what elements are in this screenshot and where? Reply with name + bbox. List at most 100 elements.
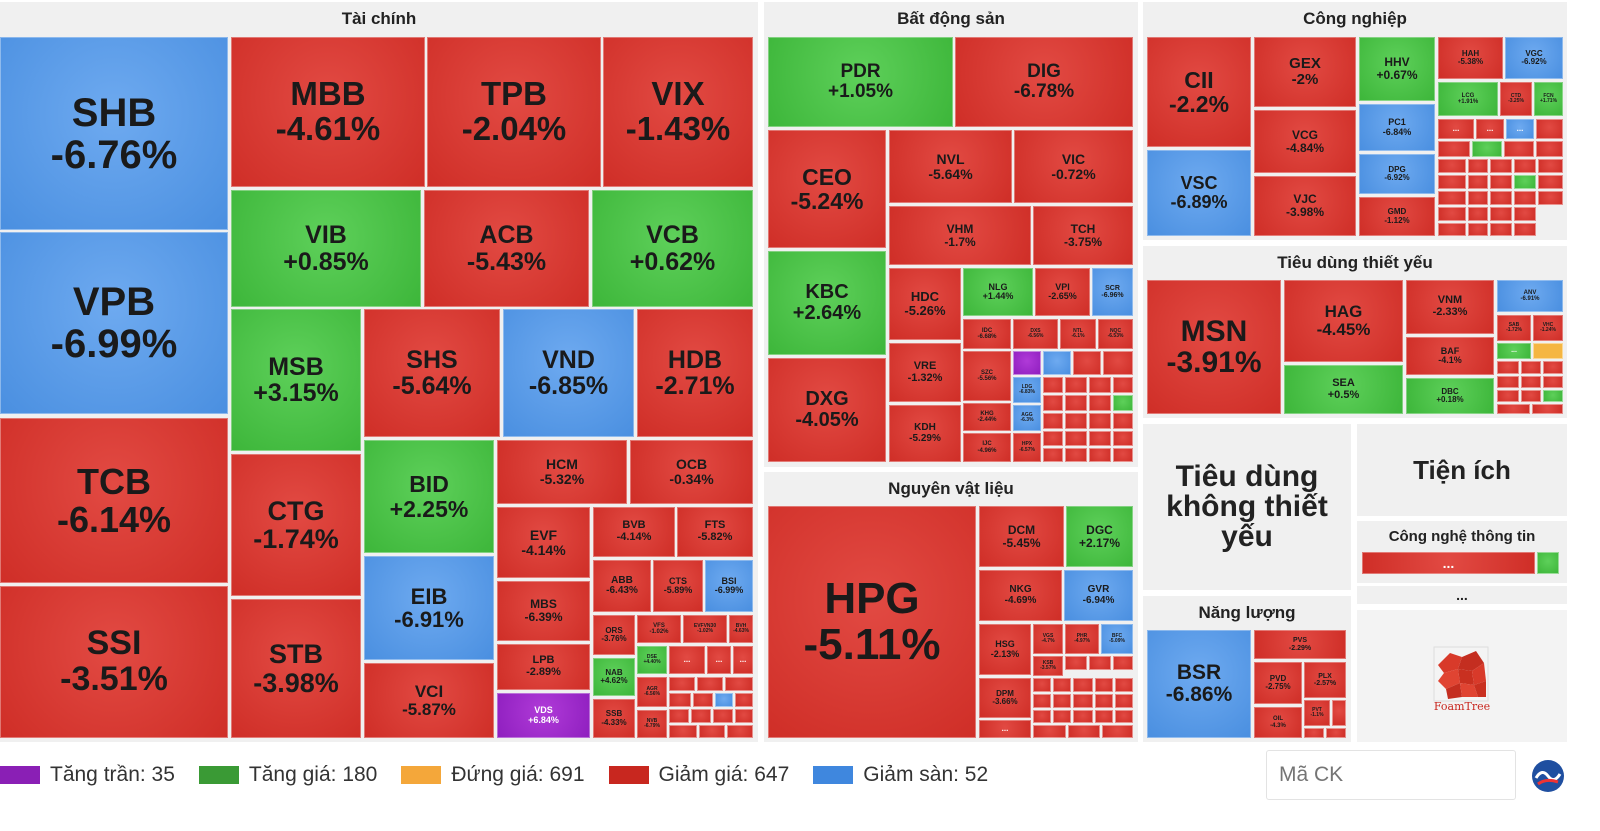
stock-tile-ntl[interactable]: NTL -6.1% bbox=[1060, 319, 1096, 349]
mini-tile[interactable] bbox=[1043, 431, 1063, 446]
stock-tile-gmd[interactable]: GMD -1.12% bbox=[1359, 197, 1435, 236]
mini-tile[interactable] bbox=[1504, 141, 1534, 157]
stock-tile-hdc[interactable]: HDC -5.26% bbox=[889, 268, 961, 340]
stock-tile-tcb[interactable]: TCB -6.14% bbox=[0, 418, 228, 583]
stock-tile-ksb[interactable]: KSB -3.57% bbox=[1033, 656, 1063, 676]
mini-tile[interactable] bbox=[1115, 694, 1133, 708]
stock-tile-hsg[interactable]: HSG -2.13% bbox=[979, 624, 1031, 675]
ellipsis-tile[interactable]: ... bbox=[1438, 119, 1474, 139]
stock-tile-msb[interactable]: MSB +3.15% bbox=[231, 309, 361, 451]
mini-tile[interactable] bbox=[697, 677, 723, 691]
stock-tile-idc[interactable]: IDC -6.68% bbox=[963, 319, 1011, 349]
stock-tile-hdb[interactable]: HDB -2.71% bbox=[637, 309, 753, 437]
stock-tile-dbc[interactable]: DBC +0.18% bbox=[1406, 378, 1494, 414]
stock-tile-stb[interactable]: STB -3.98% bbox=[231, 599, 361, 738]
mini-tile[interactable] bbox=[1033, 710, 1051, 723]
stock-tile-mbs[interactable]: MBS -6.39% bbox=[497, 581, 590, 641]
mini-tile[interactable] bbox=[1053, 710, 1071, 723]
stock-tile-vcg[interactable]: VCG -4.84% bbox=[1254, 110, 1356, 173]
stock-tile-dgc[interactable]: DGC +2.17% bbox=[1066, 506, 1133, 567]
mini-tile[interactable] bbox=[1103, 351, 1133, 375]
mini-tile[interactable] bbox=[669, 677, 695, 691]
mini-tile[interactable] bbox=[1073, 710, 1093, 723]
stock-tile-vcb[interactable]: VCB +0.62% bbox=[592, 190, 753, 307]
stock-tile-cts[interactable]: CTS -5.89% bbox=[653, 560, 703, 612]
mini-tile[interactable] bbox=[1438, 191, 1466, 205]
stock-tile-kbc[interactable]: KBC +2.64% bbox=[768, 251, 886, 355]
stock-tile-ldg[interactable]: LDG -6.83% bbox=[1013, 377, 1041, 403]
mini-tile[interactable] bbox=[727, 725, 753, 738]
sector-discretionary[interactable]: Tiêu dùng không thiết yếu bbox=[1143, 424, 1351, 590]
stock-tile-tch[interactable]: TCH -3.75% bbox=[1033, 206, 1133, 265]
stock-tile-shb[interactable]: SHB -6.76% bbox=[0, 37, 228, 230]
stock-tile-bid[interactable]: BID +2.25% bbox=[364, 440, 494, 553]
mini-tile[interactable] bbox=[713, 709, 733, 723]
mini-tile[interactable] bbox=[1490, 175, 1512, 189]
mini-tile[interactable] bbox=[715, 693, 733, 707]
stock-tile-vds[interactable]: VDS +6.84% bbox=[497, 693, 590, 738]
mini-tile[interactable] bbox=[1053, 678, 1071, 692]
mini-tile[interactable] bbox=[1497, 404, 1530, 414]
mini-tile[interactable] bbox=[1043, 351, 1071, 375]
ellipsis-tile[interactable]: ... bbox=[669, 646, 705, 674]
stock-tile-vpb[interactable]: VPB -6.99% bbox=[0, 232, 228, 414]
mini-tile[interactable] bbox=[1468, 223, 1488, 236]
stock-tile-vhm[interactable]: VHM -1.7% bbox=[889, 206, 1031, 265]
mini-tile[interactable] bbox=[1065, 377, 1087, 393]
mini-tile[interactable] bbox=[1065, 395, 1087, 411]
stock-tile-khg[interactable]: KHG -2.44% bbox=[963, 403, 1011, 431]
stock-tile-evfvn30[interactable]: EVFVN30 -1.02% bbox=[683, 615, 727, 643]
stock-tile-vix[interactable]: VIX -1.43% bbox=[603, 37, 753, 187]
stock-tile-dcm[interactable]: DCM -5.45% bbox=[979, 506, 1064, 567]
sector-other[interactable]: ... bbox=[1357, 586, 1567, 604]
mini-tile[interactable] bbox=[725, 677, 753, 691]
stock-tile-fcn[interactable]: FCN +1.71% bbox=[1534, 82, 1563, 116]
mini-tile[interactable] bbox=[1490, 159, 1512, 173]
mini-tile[interactable] bbox=[1065, 413, 1087, 429]
mini-tile[interactable] bbox=[1532, 404, 1563, 414]
ellipsis-tile[interactable]: ... bbox=[1497, 343, 1531, 359]
stock-tile-agg[interactable]: AGG -6.3% bbox=[1013, 405, 1041, 431]
ellipsis-tile[interactable]: ... bbox=[733, 646, 753, 674]
stock-tile-hpx[interactable]: HPX -6.57% bbox=[1013, 433, 1041, 462]
stock-tile-bvb[interactable]: BVB -4.14% bbox=[593, 507, 675, 557]
stock-tile-vre[interactable]: VRE -1.32% bbox=[889, 343, 961, 402]
stock-tile-ijc[interactable]: IJC -4.96% bbox=[963, 433, 1011, 462]
mini-tile[interactable] bbox=[1073, 351, 1101, 375]
mini-tile[interactable] bbox=[1043, 377, 1063, 393]
mini-tile[interactable] bbox=[1326, 728, 1346, 738]
mini-tile[interactable] bbox=[1113, 448, 1133, 462]
mini-tile[interactable] bbox=[1497, 361, 1519, 374]
stock-tile-bfc[interactable]: BFC -5.09% bbox=[1101, 624, 1133, 654]
stock-tile-bsi[interactable]: BSI -6.99% bbox=[705, 560, 753, 612]
mini-tile[interactable] bbox=[735, 693, 753, 707]
stock-tile-ors[interactable]: ORS -3.76% bbox=[593, 615, 635, 655]
stock-tile-lpb[interactable]: LPB -2.89% bbox=[497, 644, 590, 690]
stock-tile-oil[interactable]: OIL -4.3% bbox=[1254, 707, 1302, 738]
stock-tile-dig[interactable]: DIG -6.78% bbox=[955, 37, 1133, 127]
stock-tile-eib[interactable]: EIB -6.91% bbox=[364, 556, 494, 660]
mini-tile[interactable] bbox=[1102, 725, 1133, 738]
mini-tile[interactable] bbox=[1065, 431, 1087, 446]
stock-tile-sea[interactable]: SEA +0.5% bbox=[1284, 365, 1403, 414]
stock-tile-dse[interactable]: DSE +4.40% bbox=[637, 646, 667, 674]
stock-tile-vjc[interactable]: VJC -3.98% bbox=[1254, 176, 1356, 236]
mini-tile[interactable] bbox=[1438, 159, 1466, 173]
stock-tile-vci[interactable]: VCI -5.87% bbox=[364, 663, 494, 738]
mini-tile[interactable] bbox=[1490, 223, 1512, 236]
stock-tile-dxg[interactable]: DXG -4.05% bbox=[768, 358, 886, 462]
mini-tile[interactable] bbox=[1536, 119, 1563, 139]
stock-tile-baf[interactable]: BAF -4.1% bbox=[1406, 337, 1494, 375]
stock-tile-vgc[interactable]: VGC -6.92% bbox=[1505, 37, 1563, 79]
mini-tile[interactable] bbox=[1113, 413, 1133, 429]
mini-tile[interactable] bbox=[691, 709, 711, 723]
mini-tile[interactable] bbox=[1497, 390, 1519, 402]
stock-tile-vib[interactable]: VIB +0.85% bbox=[231, 190, 421, 307]
mini-tile[interactable] bbox=[693, 693, 713, 707]
sector-utilities[interactable]: Tiện ích bbox=[1357, 424, 1567, 516]
stock-tile-msn[interactable]: MSN -3.91% bbox=[1147, 280, 1281, 414]
mini-tile[interactable] bbox=[1113, 377, 1133, 393]
stock-tile-gex[interactable]: GEX -2% bbox=[1254, 37, 1356, 107]
stock-tile-szc[interactable]: SZC -5.56% bbox=[963, 351, 1011, 401]
stock-tile-nqc[interactable]: NQC -6.53% bbox=[1098, 319, 1133, 349]
